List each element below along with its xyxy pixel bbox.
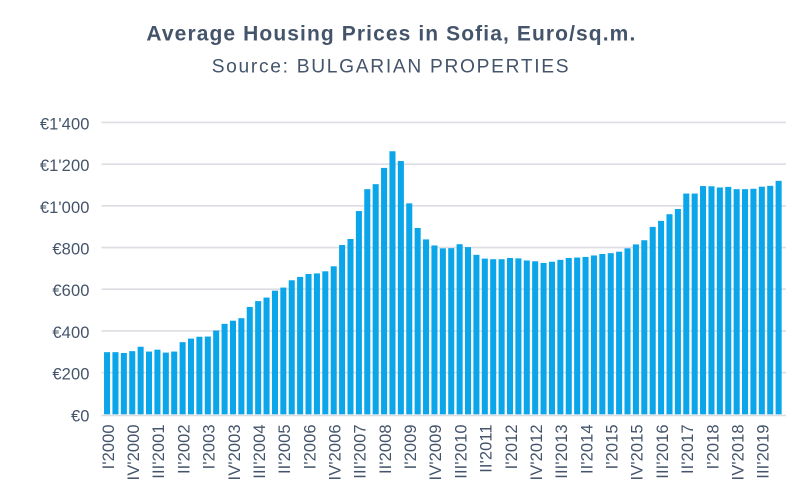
svg-text:I'2000: I'2000 [100, 424, 118, 469]
svg-text:II'2017: II'2017 [679, 424, 697, 474]
svg-text:III'2013: III'2013 [553, 424, 571, 478]
svg-text:III'2004: III'2004 [251, 424, 269, 478]
svg-text:€800: €800 [52, 241, 89, 259]
svg-text:IV'2015: IV'2015 [629, 424, 647, 480]
svg-text:II'2011: II'2011 [478, 424, 496, 473]
svg-text:€0: €0 [71, 407, 90, 425]
svg-text:Source: BULGARIAN PROPERTIES: Source: BULGARIAN PROPERTIES [212, 57, 571, 78]
svg-text:II'2005: II'2005 [276, 424, 294, 474]
svg-text:I'2009: I'2009 [402, 424, 420, 469]
svg-text:€1'200: €1'200 [40, 157, 90, 175]
svg-text:II'2014: II'2014 [578, 424, 596, 474]
svg-text:III'2019: III'2019 [755, 424, 773, 478]
svg-text:I'2018: I'2018 [704, 424, 722, 469]
svg-text:III'2016: III'2016 [654, 424, 672, 478]
svg-text:I'2012: I'2012 [503, 424, 521, 469]
svg-text:II'2002: II'2002 [175, 424, 193, 474]
svg-text:I'2006: I'2006 [301, 424, 319, 469]
svg-text:IV'2018: IV'2018 [729, 424, 747, 480]
svg-text:III'2007: III'2007 [352, 424, 370, 478]
svg-text:IV'2006: IV'2006 [327, 424, 345, 480]
svg-text:I'2015: I'2015 [604, 424, 622, 469]
svg-text:II'2008: II'2008 [377, 424, 395, 474]
svg-text:€1'000: €1'000 [40, 199, 90, 217]
svg-text:III'2001: III'2001 [150, 424, 168, 478]
svg-text:€600: €600 [52, 282, 89, 300]
svg-text:€200: €200 [52, 366, 89, 384]
svg-text:Average Housing Prices in Sofi: Average Housing Prices in Sofia, Euro/sq… [146, 23, 636, 46]
svg-text:IV'2012: IV'2012 [528, 424, 546, 480]
svg-text:III'2010: III'2010 [452, 424, 470, 478]
svg-text:I'2003: I'2003 [201, 424, 219, 469]
svg-text:IV'2003: IV'2003 [226, 424, 244, 480]
svg-text:IV'2009: IV'2009 [427, 424, 445, 480]
svg-text:IV'2000: IV'2000 [125, 424, 143, 480]
svg-text:€400: €400 [52, 324, 89, 342]
svg-text:€1'400: €1'400 [40, 115, 90, 133]
